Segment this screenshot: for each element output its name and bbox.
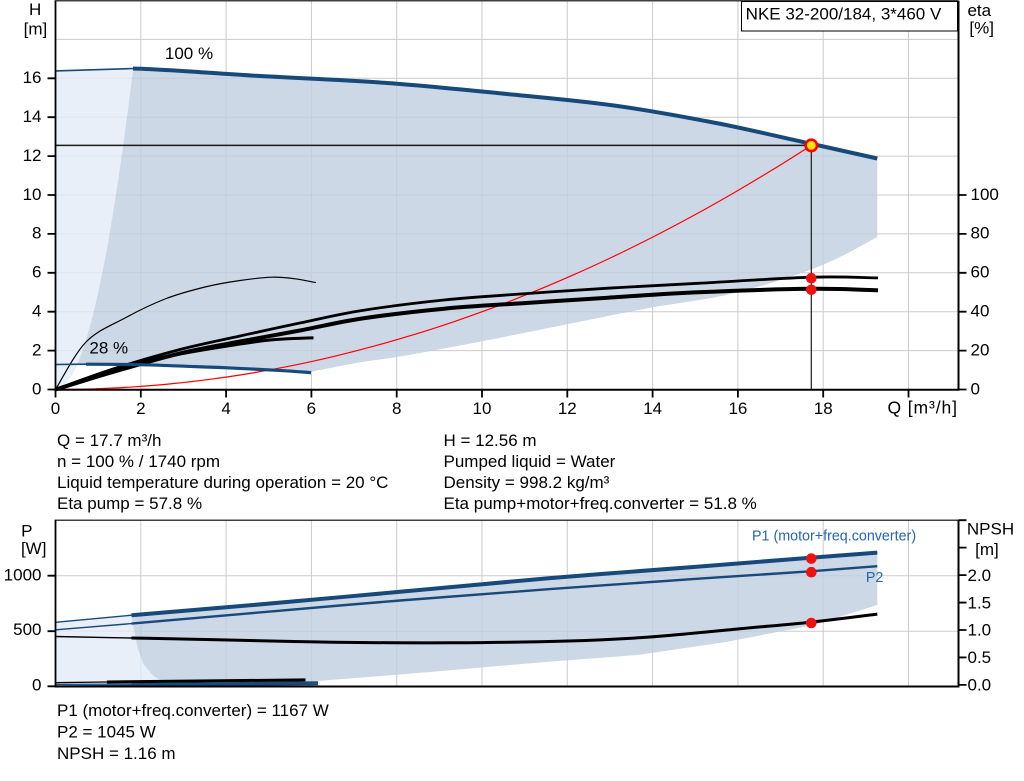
svg-text:P2 = 1045 W: P2 = 1045 W bbox=[57, 722, 156, 741]
svg-text:100 %: 100 % bbox=[165, 44, 213, 63]
svg-text:0.5: 0.5 bbox=[968, 648, 992, 667]
svg-text:1.5: 1.5 bbox=[968, 593, 992, 612]
svg-text:28 %: 28 % bbox=[89, 338, 128, 357]
svg-text:60: 60 bbox=[971, 263, 990, 282]
svg-text:Density = 998.2 kg/m³: Density = 998.2 kg/m³ bbox=[444, 473, 610, 492]
svg-text:4: 4 bbox=[32, 302, 41, 321]
svg-text:NPSH: NPSH bbox=[967, 519, 1014, 538]
svg-text:1000: 1000 bbox=[4, 565, 42, 584]
svg-text:10: 10 bbox=[473, 399, 492, 418]
svg-text:20: 20 bbox=[971, 340, 990, 359]
svg-text:P1 (motor+freq.converter): P1 (motor+freq.converter) bbox=[752, 529, 916, 545]
svg-text:Pumped liquid = Water: Pumped liquid = Water bbox=[444, 452, 616, 471]
svg-text:12: 12 bbox=[23, 146, 42, 165]
svg-text:14: 14 bbox=[643, 399, 662, 418]
svg-text:eta: eta bbox=[967, 1, 991, 20]
svg-text:10: 10 bbox=[23, 185, 42, 204]
svg-text:Eta pump = 57.8 %: Eta pump = 57.8 % bbox=[57, 494, 202, 513]
svg-text:2: 2 bbox=[136, 399, 145, 418]
svg-text:14: 14 bbox=[23, 107, 42, 126]
svg-text:6: 6 bbox=[307, 399, 316, 418]
svg-text:40: 40 bbox=[971, 302, 990, 321]
svg-text:0: 0 bbox=[51, 399, 60, 418]
svg-text:NPSH = 1.16 m: NPSH = 1.16 m bbox=[57, 744, 176, 763]
svg-text:500: 500 bbox=[13, 620, 41, 639]
svg-text:[m]: [m] bbox=[975, 540, 999, 559]
svg-text:P: P bbox=[21, 522, 32, 541]
svg-text:NKE 32-200/184, 3*460 V: NKE 32-200/184, 3*460 V bbox=[746, 5, 942, 24]
svg-text:H: H bbox=[29, 0, 41, 19]
svg-text:H = 12.56 m: H = 12.56 m bbox=[444, 431, 537, 450]
svg-text:Eta pump+motor+freq.converter: Eta pump+motor+freq.converter = 51.8 % bbox=[444, 494, 757, 513]
svg-text:2: 2 bbox=[32, 340, 41, 359]
svg-text:P2: P2 bbox=[866, 570, 884, 586]
svg-text:8: 8 bbox=[392, 399, 401, 418]
svg-text:80: 80 bbox=[971, 224, 990, 243]
svg-text:0: 0 bbox=[32, 676, 41, 695]
svg-text:[m]: [m] bbox=[24, 19, 48, 38]
svg-text:Q [m³/h]: Q [m³/h] bbox=[888, 397, 958, 417]
svg-text:8: 8 bbox=[32, 224, 41, 243]
svg-text:P1 (motor+freq.converter) = 11: P1 (motor+freq.converter) = 1167 W bbox=[57, 701, 329, 720]
svg-text:n = 100 % / 1740 rpm: n = 100 % / 1740 rpm bbox=[57, 452, 220, 471]
svg-text:12: 12 bbox=[558, 399, 577, 418]
svg-text:18: 18 bbox=[814, 399, 833, 418]
svg-text:Q = 17.7 m³/h: Q = 17.7 m³/h bbox=[57, 431, 161, 450]
svg-text:0.0: 0.0 bbox=[968, 676, 992, 695]
svg-text:16: 16 bbox=[728, 399, 747, 418]
svg-text:0: 0 bbox=[971, 379, 980, 398]
svg-text:Liquid temperature during oper: Liquid temperature during operation = 20… bbox=[57, 473, 388, 492]
svg-text:100: 100 bbox=[971, 185, 999, 204]
svg-text:[%]: [%] bbox=[969, 19, 994, 38]
svg-text:[W]: [W] bbox=[21, 539, 47, 558]
svg-text:16: 16 bbox=[23, 68, 42, 87]
svg-text:6: 6 bbox=[32, 263, 41, 282]
svg-text:1.0: 1.0 bbox=[968, 621, 992, 640]
svg-text:4: 4 bbox=[221, 399, 230, 418]
svg-text:0: 0 bbox=[32, 379, 41, 398]
svg-text:2.0: 2.0 bbox=[968, 566, 992, 585]
